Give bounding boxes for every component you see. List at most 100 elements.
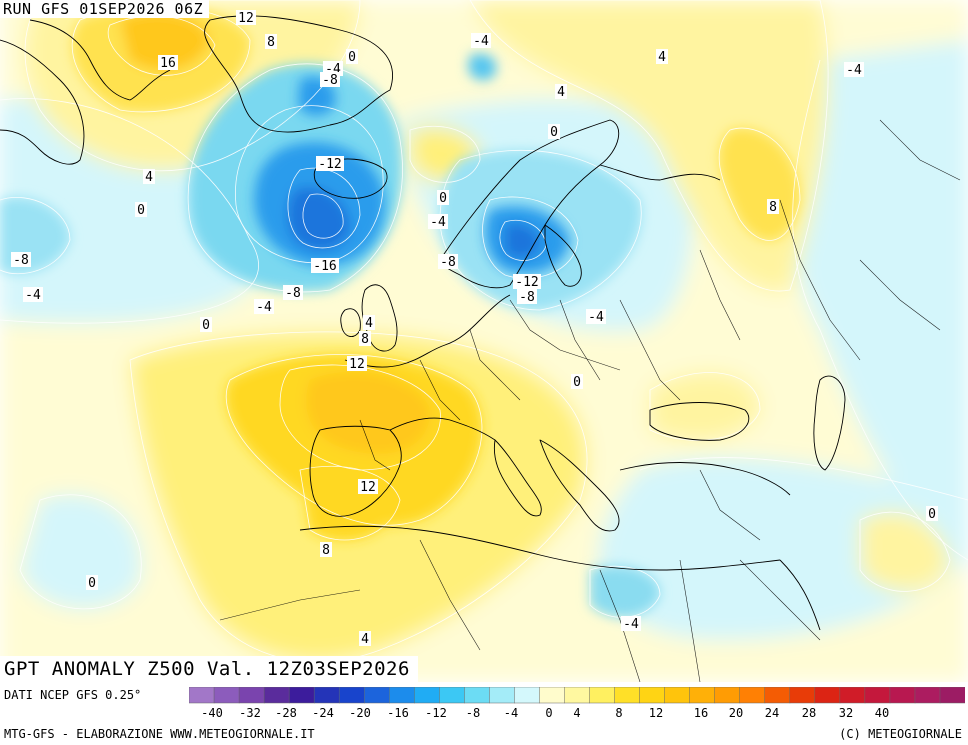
contour-label: -8 [322,73,338,88]
contour-label-bg [517,289,537,304]
contour-label: 0 [550,125,558,140]
contour-label: -4 [473,34,489,49]
contour-label: -16 [313,259,336,274]
isolines [0,0,968,662]
contour-label: 4 [145,170,153,185]
colorbar-swatch [288,687,315,704]
colorbar-swatch [714,687,741,704]
contour-label: 8 [361,332,369,347]
contour-label: -8 [519,290,535,305]
colorbar-tick-label: 0 [545,706,553,720]
chart-title: GPT ANOMALY Z500 Val. 12Z03SEP2026 [0,656,418,682]
contour-label: 0 [573,375,581,390]
colorbar-swatch [439,687,465,704]
colorbar-tick-label: 32 [838,706,854,720]
colorbar-swatch [689,687,716,704]
colorbar-swatch [189,687,215,704]
contour-label-bg [359,331,371,346]
contour-label-bg [236,10,256,25]
contour-label-bg [437,190,449,205]
colorbar-swatch [889,687,916,704]
contour-label-bg [428,214,448,229]
contour-label: 4 [365,316,373,331]
contour-label: 4 [658,50,666,65]
contour-label: -8 [13,253,29,268]
colorbar-tick-label: -24 [312,706,334,720]
colorbar-tick-label: -32 [239,706,261,720]
contour-label-bg [320,542,332,557]
contour-label-bg [143,169,155,184]
contour-label-bg [621,616,641,631]
contour-label: 0 [348,50,356,65]
colorbar-swatch [864,687,891,704]
colorbar-swatch [263,687,290,704]
contour-label-bg [200,317,212,332]
colorbar-swatch [389,687,415,704]
borders [219,119,961,682]
contour-label: 12 [238,11,254,26]
contour-label: -4 [25,288,41,303]
colorbar-swatch [839,687,866,704]
colorbar-swatch [338,687,365,704]
contour-label-bg [158,55,178,70]
contour-label-bg [358,479,378,494]
colorbar-swatch [514,687,541,704]
contour-label: 12 [349,357,365,372]
contour-label-bg [926,506,938,521]
contour-label: 16 [160,56,176,71]
colorbar-tick-label: 40 [874,706,890,720]
colorbar-swatch [939,687,965,704]
contour-label-bg [320,72,340,87]
colorbar-tick-label: -4 [503,706,519,720]
colorbar-swatch [589,687,616,704]
contour-label: 0 [928,507,936,522]
colorbar-tick-label: -8 [465,706,481,720]
contour-label: -12 [515,275,538,290]
contour-label: 0 [439,191,447,206]
colorbar-tick-label: -12 [425,706,447,720]
run-label: RUN GFS 01SEP2026 06Z [0,0,210,18]
colorbar-swatch [539,687,566,704]
colorbar-swatch [639,687,666,704]
colorbar-swatch [363,687,390,704]
contour-label: -4 [256,300,272,315]
colorbar-swatch [489,687,515,704]
contour-label: 8 [267,35,275,50]
contour-label: -8 [285,286,301,301]
contour-label: -8 [440,255,456,270]
contour-label: 8 [322,543,330,558]
colorbar-swatch [814,687,841,704]
contour-label: 12 [360,480,376,495]
colorbar-tick-label: 16 [693,706,709,720]
contour-label-bg [23,287,43,302]
contour-label-bg [254,299,274,314]
contour-label-bg [283,285,303,300]
colorbar-swatch [464,687,490,704]
colorbar-tick-labels: -40 -32 -28 -24 -20 -16 -12 -8 -4 0 4 8 12 16 20 24 28 32… [0,705,968,721]
colorbar-tick-label: -40 [201,706,223,720]
colorbar-swatch [564,687,591,704]
colorbar [189,687,965,704]
contour-label-bg [571,374,583,389]
colorbar-swatch [313,687,340,704]
colorbar-swatch [789,687,816,704]
data-source-label: DATI NCEP GFS 0.25° [4,688,142,702]
contour-label: -4 [846,63,862,78]
contour-label-bg [359,631,371,646]
contour-label: 0 [202,318,210,333]
contour-label: 0 [88,576,96,591]
colorbar-tick-label: 28 [801,706,817,720]
contour-label-bg [767,199,779,214]
contour-label-bg [513,274,541,289]
contour-label-bg [265,34,277,49]
colorbar-tick-label: 8 [615,706,623,720]
contour-label-bg [438,254,458,269]
contour-label-bg [346,49,358,64]
contour-label-bg [86,575,98,590]
contour-label-bg [316,156,344,171]
coastlines [0,15,846,631]
colorbar-tick-label: 24 [764,706,780,720]
contour-label: 4 [361,632,369,647]
